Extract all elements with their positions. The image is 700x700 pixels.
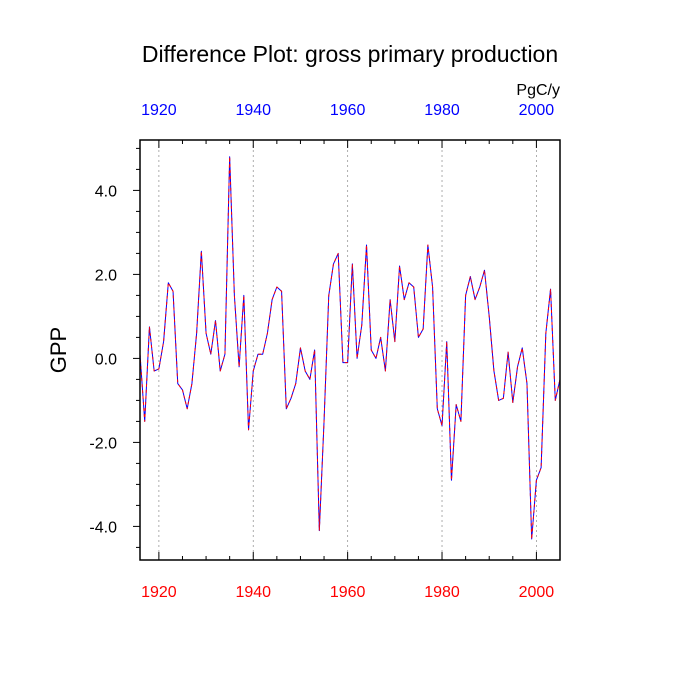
tick-layer xyxy=(133,140,561,560)
label-layer: 1920 1920 1940 1940 1960 1960 1980 1980 2000 2000… xyxy=(89,102,554,601)
x-tick-label-bottom-2000: 2000 xyxy=(519,584,555,601)
series-b-line xyxy=(139,156,561,540)
series-layer xyxy=(139,156,561,540)
x-tick-label-top-1920: 1920 xyxy=(141,102,177,119)
y-axis-label: GPP xyxy=(46,327,71,373)
y-tick-label-4: -4.0 xyxy=(89,519,117,536)
y-tick-label-0: 4.0 xyxy=(95,183,117,200)
y-tick-label-1: 2.0 xyxy=(95,267,117,284)
x-tick-label-bottom-1960: 1960 xyxy=(330,584,366,601)
x-tick-label-top-1960: 1960 xyxy=(330,102,366,119)
x-tick-label-top-1940: 1940 xyxy=(235,102,271,119)
plot-frame xyxy=(139,139,561,561)
x-tick-label-top-2000: 2000 xyxy=(519,102,555,119)
x-tick-label-bottom-1980: 1980 xyxy=(424,584,460,601)
series-a-line xyxy=(139,156,561,540)
y-tick-label-3: -2.0 xyxy=(89,435,117,452)
units-label: PgC/y xyxy=(516,82,560,99)
x-tick-label-bottom-1920: 1920 xyxy=(141,584,177,601)
y-tick-label-2: 0.0 xyxy=(95,351,117,368)
x-tick-label-top-1980: 1980 xyxy=(424,102,460,119)
chart-title: Difference Plot: gross primary productio… xyxy=(142,41,558,67)
grid-layer xyxy=(158,140,537,560)
x-tick-label-bottom-1940: 1940 xyxy=(235,584,271,601)
